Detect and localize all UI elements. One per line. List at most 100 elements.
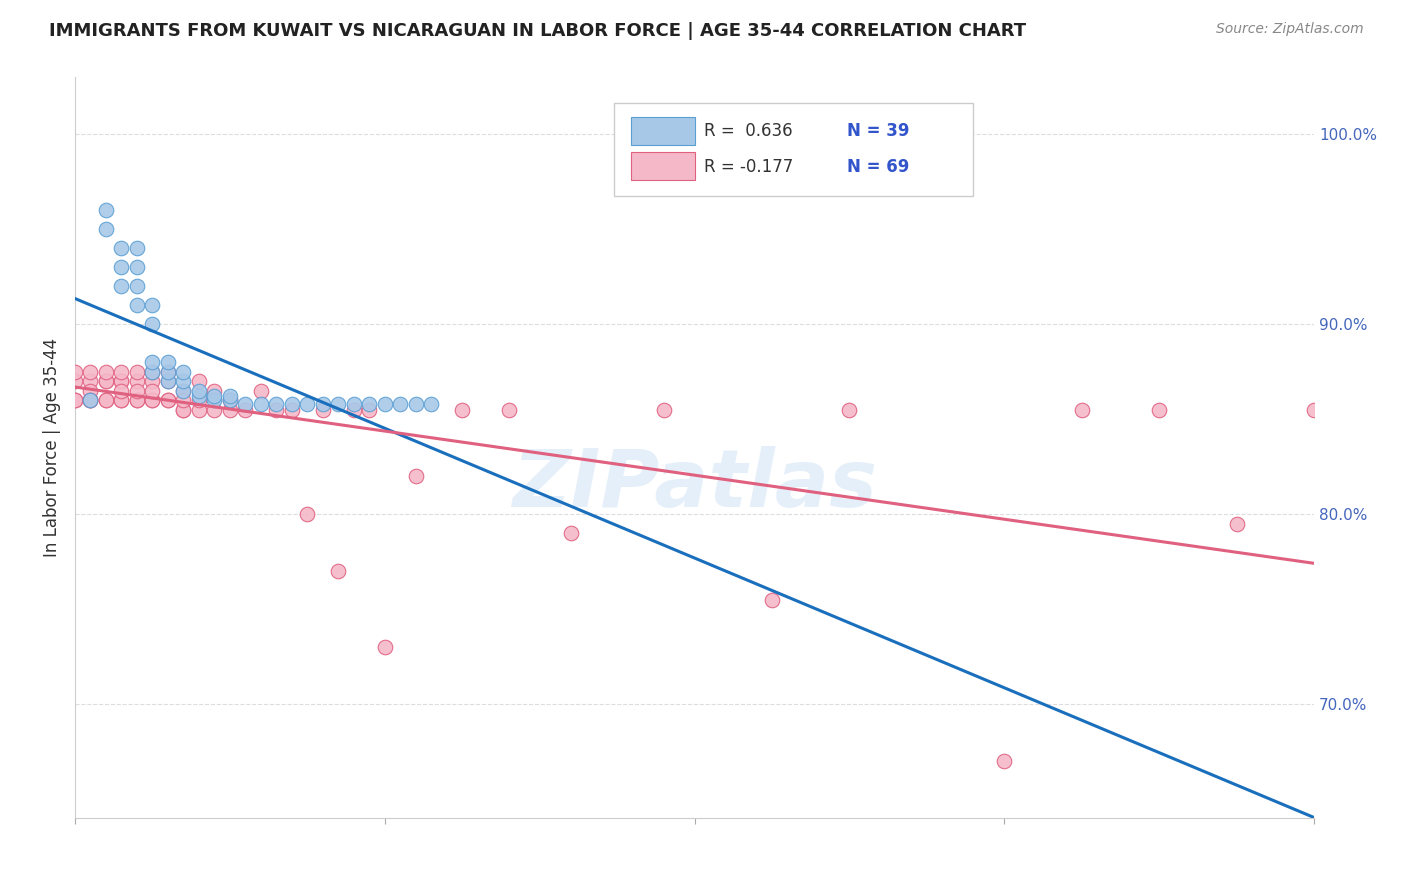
Point	[156, 393, 179, 408]
Point	[202, 384, 225, 398]
Point	[838, 402, 860, 417]
Point	[1226, 516, 1249, 531]
Point	[125, 279, 148, 293]
Point	[110, 374, 132, 388]
Point	[187, 393, 209, 408]
Point	[343, 402, 366, 417]
Point	[405, 469, 427, 483]
Point	[125, 298, 148, 312]
Point	[156, 374, 179, 388]
Point	[94, 374, 117, 388]
Point	[343, 397, 366, 411]
Point	[156, 365, 179, 379]
Point	[156, 374, 179, 388]
Point	[312, 397, 335, 411]
Point	[94, 374, 117, 388]
Point	[172, 393, 194, 408]
Point	[156, 393, 179, 408]
Point	[235, 397, 257, 411]
Point	[110, 374, 132, 388]
Point	[125, 241, 148, 255]
Point	[110, 393, 132, 408]
Text: N = 39: N = 39	[846, 122, 910, 141]
Point	[141, 393, 163, 408]
Point	[389, 397, 412, 411]
Text: IMMIGRANTS FROM KUWAIT VS NICARAGUAN IN LABOR FORCE | AGE 35-44 CORRELATION CHAR: IMMIGRANTS FROM KUWAIT VS NICARAGUAN IN …	[49, 22, 1026, 40]
Point	[498, 402, 520, 417]
Point	[172, 365, 194, 379]
Point	[266, 402, 288, 417]
Point	[1147, 402, 1170, 417]
Point	[1070, 402, 1092, 417]
Point	[125, 365, 148, 379]
Point	[187, 389, 209, 403]
Point	[359, 402, 381, 417]
Point	[94, 393, 117, 408]
Point	[993, 754, 1015, 768]
Point	[110, 260, 132, 275]
Point	[141, 393, 163, 408]
Point	[110, 393, 132, 408]
Point	[110, 241, 132, 255]
Point	[79, 365, 101, 379]
Text: Source: ZipAtlas.com: Source: ZipAtlas.com	[1216, 22, 1364, 37]
Point	[156, 365, 179, 379]
Point	[141, 318, 163, 332]
Point	[297, 507, 319, 521]
Text: R = -0.177: R = -0.177	[704, 158, 794, 176]
Point	[187, 384, 209, 398]
Point	[235, 402, 257, 417]
Point	[63, 365, 86, 379]
Point	[94, 393, 117, 408]
Point	[451, 402, 474, 417]
Point	[125, 393, 148, 408]
Point	[219, 393, 242, 408]
Point	[219, 402, 242, 417]
Point	[63, 393, 86, 408]
Point	[125, 384, 148, 398]
Point	[202, 402, 225, 417]
Point	[141, 355, 163, 369]
Point	[281, 402, 304, 417]
Point	[297, 397, 319, 411]
Point	[250, 384, 273, 398]
Point	[94, 203, 117, 218]
Point	[94, 365, 117, 379]
Point	[79, 374, 101, 388]
Point	[1303, 402, 1326, 417]
Point	[420, 397, 443, 411]
Point	[125, 260, 148, 275]
Point	[250, 397, 273, 411]
Point	[110, 384, 132, 398]
Point	[359, 397, 381, 411]
Point	[125, 393, 148, 408]
Point	[374, 397, 396, 411]
Point	[202, 393, 225, 408]
Point	[312, 402, 335, 417]
Text: N = 69: N = 69	[846, 158, 910, 176]
Text: ZIPatlas: ZIPatlas	[512, 446, 877, 524]
Point	[63, 374, 86, 388]
Point	[266, 397, 288, 411]
Point	[761, 592, 783, 607]
Point	[79, 393, 101, 408]
Point	[172, 374, 194, 388]
Y-axis label: In Labor Force | Age 35-44: In Labor Force | Age 35-44	[44, 338, 60, 558]
Point	[141, 374, 163, 388]
Point	[94, 222, 117, 236]
Point	[172, 384, 194, 398]
Point	[281, 397, 304, 411]
Point	[79, 384, 101, 398]
Point	[79, 393, 101, 408]
Point	[141, 298, 163, 312]
Point	[187, 374, 209, 388]
Point	[172, 384, 194, 398]
Point	[79, 393, 101, 408]
Point	[219, 389, 242, 403]
Point	[405, 397, 427, 411]
FancyBboxPatch shape	[631, 153, 695, 180]
Point	[63, 393, 86, 408]
Point	[374, 640, 396, 654]
FancyBboxPatch shape	[614, 103, 973, 196]
Point	[560, 526, 582, 541]
